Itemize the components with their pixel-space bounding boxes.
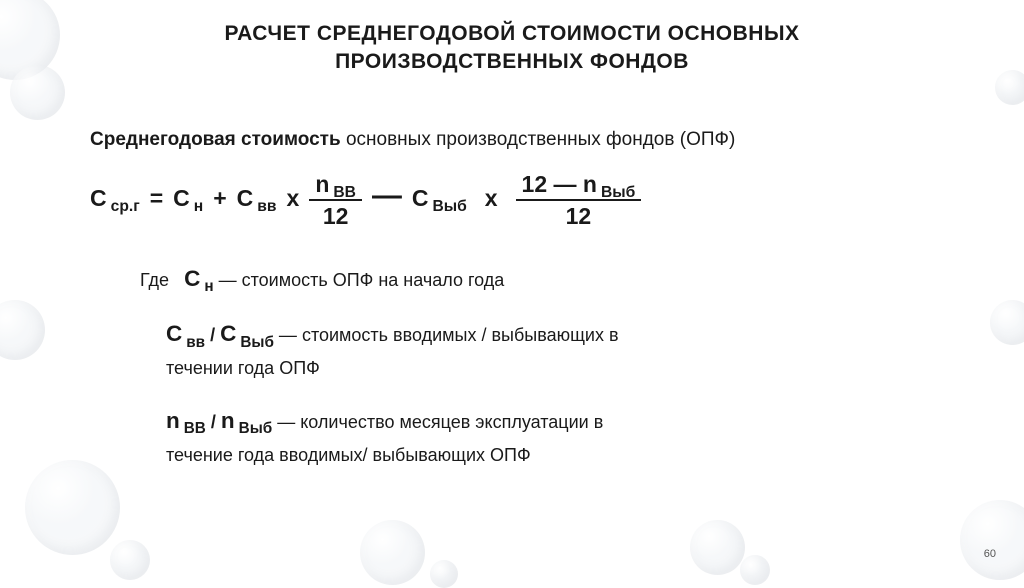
page-number: 60 bbox=[984, 548, 996, 560]
def-row-2: С вв / С Выб — стоимость вводимых / выбы… bbox=[140, 317, 954, 382]
water-bubble bbox=[110, 540, 150, 580]
frac1-den: 12 bbox=[317, 201, 355, 229]
def2-text: стоимость вводимых / выбывающих в bbox=[302, 325, 619, 345]
mult-2: х bbox=[485, 185, 498, 212]
mult-1: х bbox=[287, 185, 300, 212]
water-bubble bbox=[690, 520, 745, 575]
water-bubble bbox=[25, 460, 120, 555]
where-label: Где bbox=[140, 270, 169, 290]
term-c-n: С н bbox=[173, 185, 203, 212]
fraction-2: 12 — nВыб 12 bbox=[516, 171, 642, 230]
water-bubble bbox=[995, 70, 1024, 105]
minus: — bbox=[372, 179, 402, 213]
plus: + bbox=[213, 185, 226, 212]
subtitle-rest: основных производственных фондов (ОПФ) bbox=[341, 129, 736, 150]
frac2-den: 12 bbox=[560, 201, 598, 229]
page-title: РАСЧЕТ СРЕДНЕГОДОВОЙ СТОИМОСТИ ОСНОВНЫХ … bbox=[0, 0, 1024, 77]
def2-cont: течении года ОПФ bbox=[166, 355, 954, 382]
def1-text: стоимость ОПФ на начало года bbox=[242, 270, 505, 290]
term-c-vyb: С Выб bbox=[412, 185, 467, 212]
equals: = bbox=[150, 185, 163, 212]
water-bubble bbox=[740, 555, 770, 585]
water-bubble bbox=[960, 500, 1024, 580]
title-line-2: ПРОИЗВОДСТВЕННЫХ ФОНДОВ bbox=[0, 48, 1024, 76]
subtitle-bold: Среднегодовая стоимость bbox=[90, 129, 341, 150]
sym-n-vv: n ВВ bbox=[166, 404, 206, 438]
sym-c-vyb: С Выб bbox=[220, 317, 274, 351]
subtitle: Среднегодовая стоимость основных произво… bbox=[90, 129, 954, 151]
main-formula: С ср.г = С н + С вв х n ВВ 12 — С Выб х bbox=[90, 169, 954, 228]
title-line-1: РАСЧЕТ СРЕДНЕГОДОВОЙ СТОИМОСТИ ОСНОВНЫХ bbox=[0, 20, 1024, 48]
frac2-num: 12 — nВыб bbox=[516, 171, 642, 199]
term-c-srg: С ср.г bbox=[90, 185, 140, 212]
frac1-num: n ВВ bbox=[309, 171, 362, 199]
def3-cont: течение года вводимых/ выбывающих ОПФ bbox=[166, 442, 954, 469]
water-bubble bbox=[430, 560, 458, 588]
term-c-vv: С вв bbox=[237, 185, 277, 212]
def-row-3: n ВВ / n Выб — количество месяцев эксплу… bbox=[140, 404, 954, 469]
sym-c-vv: С вв bbox=[166, 317, 205, 351]
def3-text: количество месяцев эксплуатации в bbox=[300, 412, 603, 432]
def-row-1: Где С н — стоимость ОПФ на начало года bbox=[140, 262, 954, 296]
definitions: Где С н — стоимость ОПФ на начало года С… bbox=[90, 262, 954, 469]
sym-c-n: С н bbox=[184, 262, 214, 296]
fraction-1: n ВВ 12 bbox=[309, 171, 362, 230]
water-bubble bbox=[360, 520, 425, 585]
sym-n-vyb: n Выб bbox=[221, 404, 272, 438]
water-bubble bbox=[10, 65, 65, 120]
